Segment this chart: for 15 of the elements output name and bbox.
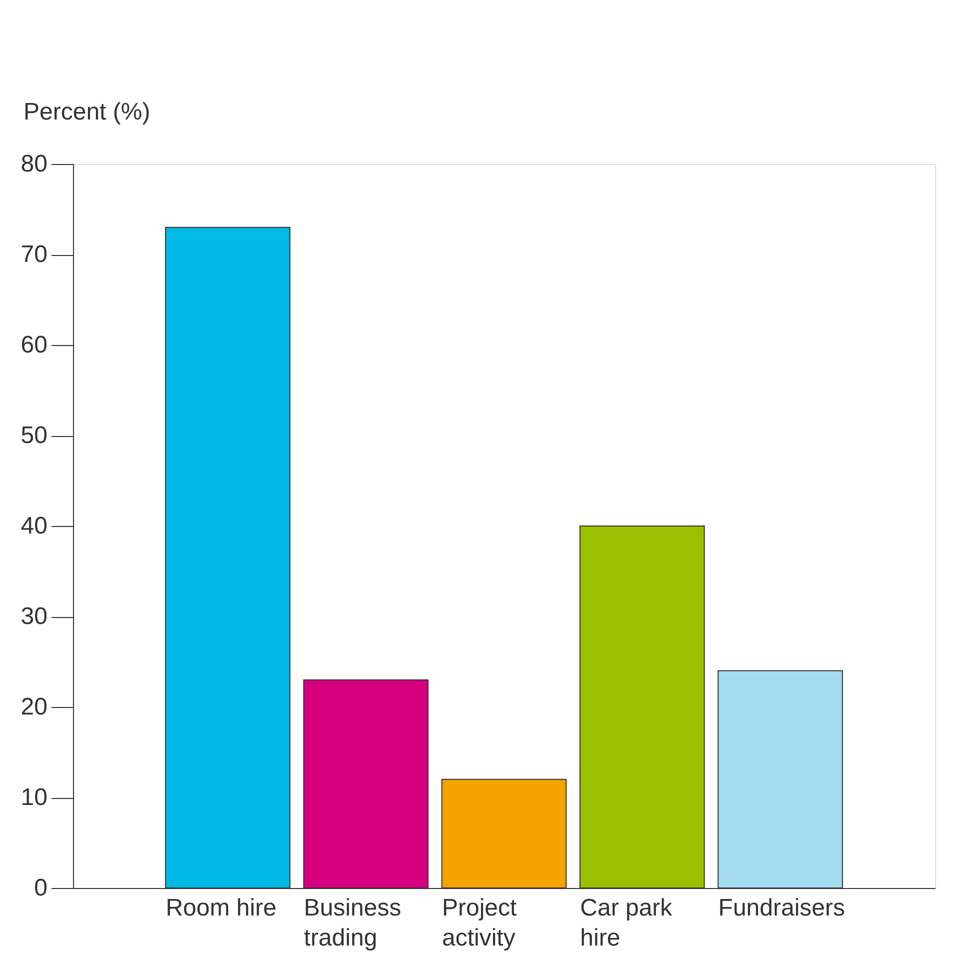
y-tick-label: 40 — [20, 512, 48, 540]
x-tick-label: Room hire — [166, 894, 276, 922]
y-tick-label: 30 — [20, 603, 48, 630]
y-tick-label: 10 — [20, 784, 48, 811]
y-tick-label: 0 — [34, 874, 48, 902]
y-tick-label: 80 — [20, 150, 48, 178]
y-tick-label: 60 — [20, 332, 48, 358]
x-tick-label: Business trading — [304, 894, 402, 952]
y-tick-label: 20 — [20, 694, 48, 720]
x-tick-label: Project activity — [442, 894, 518, 952]
y-tick-label: 50 — [20, 422, 48, 449]
x-tick-label: Fundraisers — [718, 894, 845, 922]
y-axis-title: Percent (%) — [24, 98, 150, 126]
x-tick-label: Car park hire — [580, 894, 674, 952]
y-tick-label: 70 — [20, 241, 48, 268]
